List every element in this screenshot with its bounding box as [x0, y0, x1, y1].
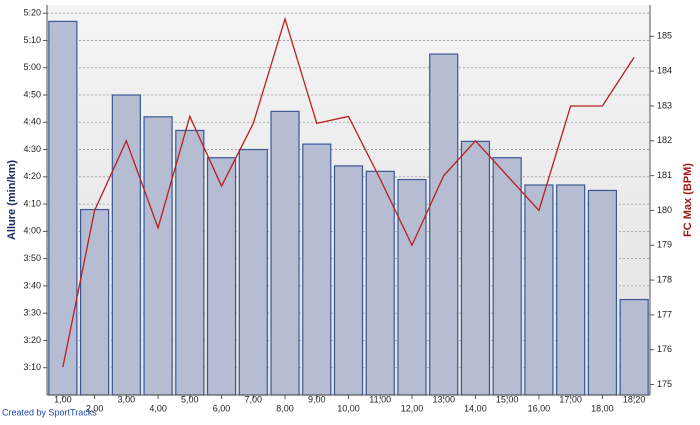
bar [270, 110, 300, 396]
bar [302, 143, 332, 396]
x-tick-label: 11,00 [369, 394, 391, 404]
bar [460, 140, 491, 396]
y-tick-label: 4:40 [23, 117, 41, 127]
y2-tick-label: 175 [657, 379, 672, 389]
x-tick-label: 8,00 [276, 403, 294, 413]
bar [524, 184, 554, 396]
x-tick-label: 16,00 [528, 403, 551, 413]
x-tick-label: 1,00 [54, 394, 72, 404]
bar [619, 298, 649, 396]
x-tick-label: 4,00 [149, 403, 167, 413]
x-tick-label: 13,00 [432, 394, 455, 404]
x-tick-label: 14,00 [464, 403, 487, 413]
y-tick-label: 3:10 [23, 362, 41, 372]
bar [556, 184, 586, 396]
y2-tick-label: 176 [657, 344, 672, 354]
bar [238, 148, 268, 396]
bar [80, 208, 110, 396]
x-tick-label: 5,00 [181, 394, 199, 404]
y-tick-label: 3:50 [23, 253, 41, 263]
y2-tick-label: 177 [657, 309, 672, 319]
y-tick-label: 4:10 [23, 198, 41, 208]
bar [429, 53, 459, 396]
y2-tick-label: 181 [657, 170, 672, 180]
y-tick-label: 4:30 [23, 144, 41, 154]
bar [143, 116, 173, 396]
x-tick-label: 2,00 [86, 403, 104, 413]
y-tick-label: 3:40 [23, 280, 41, 290]
y-tick-label: 5:00 [23, 62, 41, 72]
y2-tick-label: 182 [657, 135, 672, 145]
bar [206, 157, 237, 396]
y2-tick-label: 183 [657, 100, 672, 110]
x-tick-label: 6,00 [213, 403, 231, 413]
x-tick-label: 7,00 [245, 394, 263, 404]
y2-tick-label: 179 [657, 240, 672, 250]
x-tick-label: 10,00 [337, 403, 360, 413]
y-tick-label: 4:20 [23, 171, 41, 181]
y2-tick-label: 178 [657, 274, 672, 284]
y-tick-label: 5:20 [23, 8, 41, 18]
bar [397, 178, 427, 396]
y-tick-label: 3:20 [23, 335, 41, 345]
credit: Created by SportTracks [2, 407, 97, 417]
y2-tick-label: 185 [657, 31, 672, 41]
y-tick-label: 3:30 [23, 308, 41, 318]
x-tick-label: 12,00 [401, 403, 424, 413]
y-tick-label: 4:00 [23, 226, 41, 236]
x-tick-label: 18,00 [591, 403, 614, 413]
bar [111, 94, 141, 396]
x-tick-label: 15,00 [496, 394, 519, 404]
bar [48, 20, 78, 396]
x-tick-label: 17,00 [559, 394, 582, 404]
line [62, 16, 635, 368]
x-tick-label: 9,00 [308, 394, 326, 404]
x-tick-label: 18,20 [623, 394, 646, 404]
bar [587, 189, 617, 396]
bar [492, 157, 522, 396]
y2-axis-label: FC Max (BPM) [682, 163, 694, 237]
bar [175, 129, 205, 396]
y-tick-label: 5:10 [23, 35, 41, 45]
bar [365, 170, 395, 396]
bar [333, 165, 364, 396]
y-axis-label: Allure (min/km) [6, 160, 18, 240]
x-tick-label: 3,00 [118, 394, 136, 404]
y2-tick-label: 184 [657, 66, 672, 76]
y2-tick-label: 180 [657, 205, 672, 215]
y-tick-label: 4:50 [23, 89, 41, 99]
